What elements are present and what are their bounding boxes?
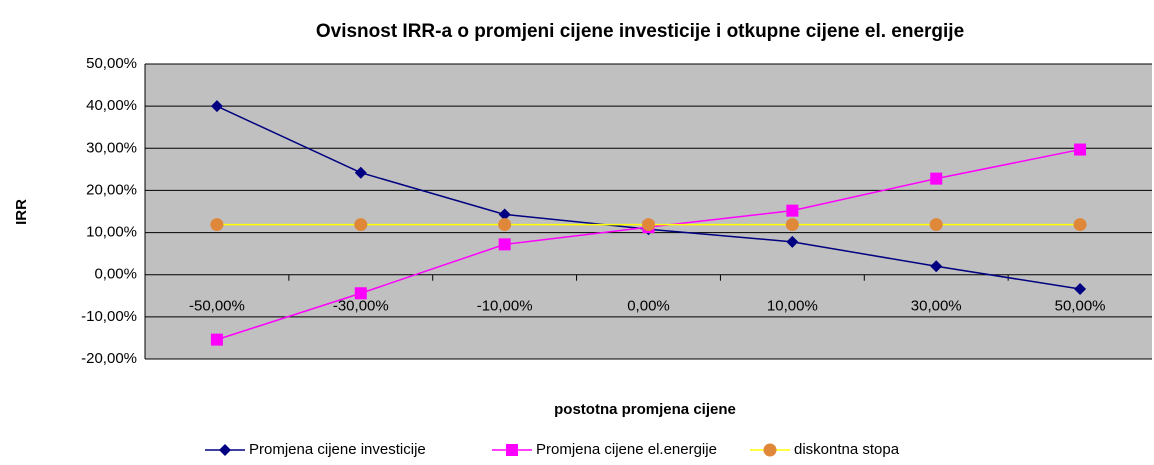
data-point xyxy=(930,260,943,273)
data-point xyxy=(1074,283,1087,296)
legend-marker xyxy=(763,443,777,457)
y-tick-label: 40,00% xyxy=(86,97,137,114)
legend-marker xyxy=(219,444,231,456)
data-point xyxy=(642,218,655,232)
legend-label: Promjena cijene el.energije xyxy=(536,441,717,458)
data-point xyxy=(210,218,224,232)
x-tick-label: -30,00% xyxy=(333,298,389,315)
data-point xyxy=(498,208,511,221)
data-point xyxy=(786,204,799,217)
data-point xyxy=(929,218,943,232)
x-tick-label: 50,00% xyxy=(1055,298,1106,315)
data-point xyxy=(354,166,367,179)
data-point xyxy=(785,218,799,232)
y-tick-label: 0,00% xyxy=(94,266,137,283)
x-tick-label: -10,00% xyxy=(477,298,533,315)
data-point xyxy=(354,218,368,232)
y-axis-label: IRR xyxy=(13,199,30,225)
y-tick-label: -20,00% xyxy=(81,350,137,367)
y-tick-label: 20,00% xyxy=(86,181,137,198)
chart-title: Ovisnost IRR-a o promjeni cijene investi… xyxy=(316,21,964,42)
data-point xyxy=(498,218,512,232)
legend-label: Promjena cijene investicije xyxy=(249,441,426,458)
x-tick-label: 30,00% xyxy=(911,298,962,315)
data-point xyxy=(1073,218,1087,232)
data-point xyxy=(930,172,943,185)
data-point xyxy=(354,287,367,300)
legend-label: diskontna stopa xyxy=(794,441,900,458)
x-tick-label: 0,00% xyxy=(627,298,670,315)
y-tick-label: -10,00% xyxy=(81,308,137,325)
y-tick-label: 30,00% xyxy=(86,139,137,156)
y-tick-label: 10,00% xyxy=(86,224,137,241)
data-point xyxy=(786,235,799,248)
x-tick-label: -50,00% xyxy=(189,298,245,315)
data-point xyxy=(498,238,511,251)
data-point xyxy=(210,100,223,113)
x-axis-label: postotna promjena cijene xyxy=(554,401,736,418)
data-point xyxy=(1074,143,1087,156)
data-point xyxy=(210,333,223,346)
legend-marker xyxy=(506,444,518,456)
plot-area xyxy=(145,64,1152,359)
x-tick-label: 10,00% xyxy=(767,298,818,315)
y-tick-label: 50,00% xyxy=(86,55,137,72)
